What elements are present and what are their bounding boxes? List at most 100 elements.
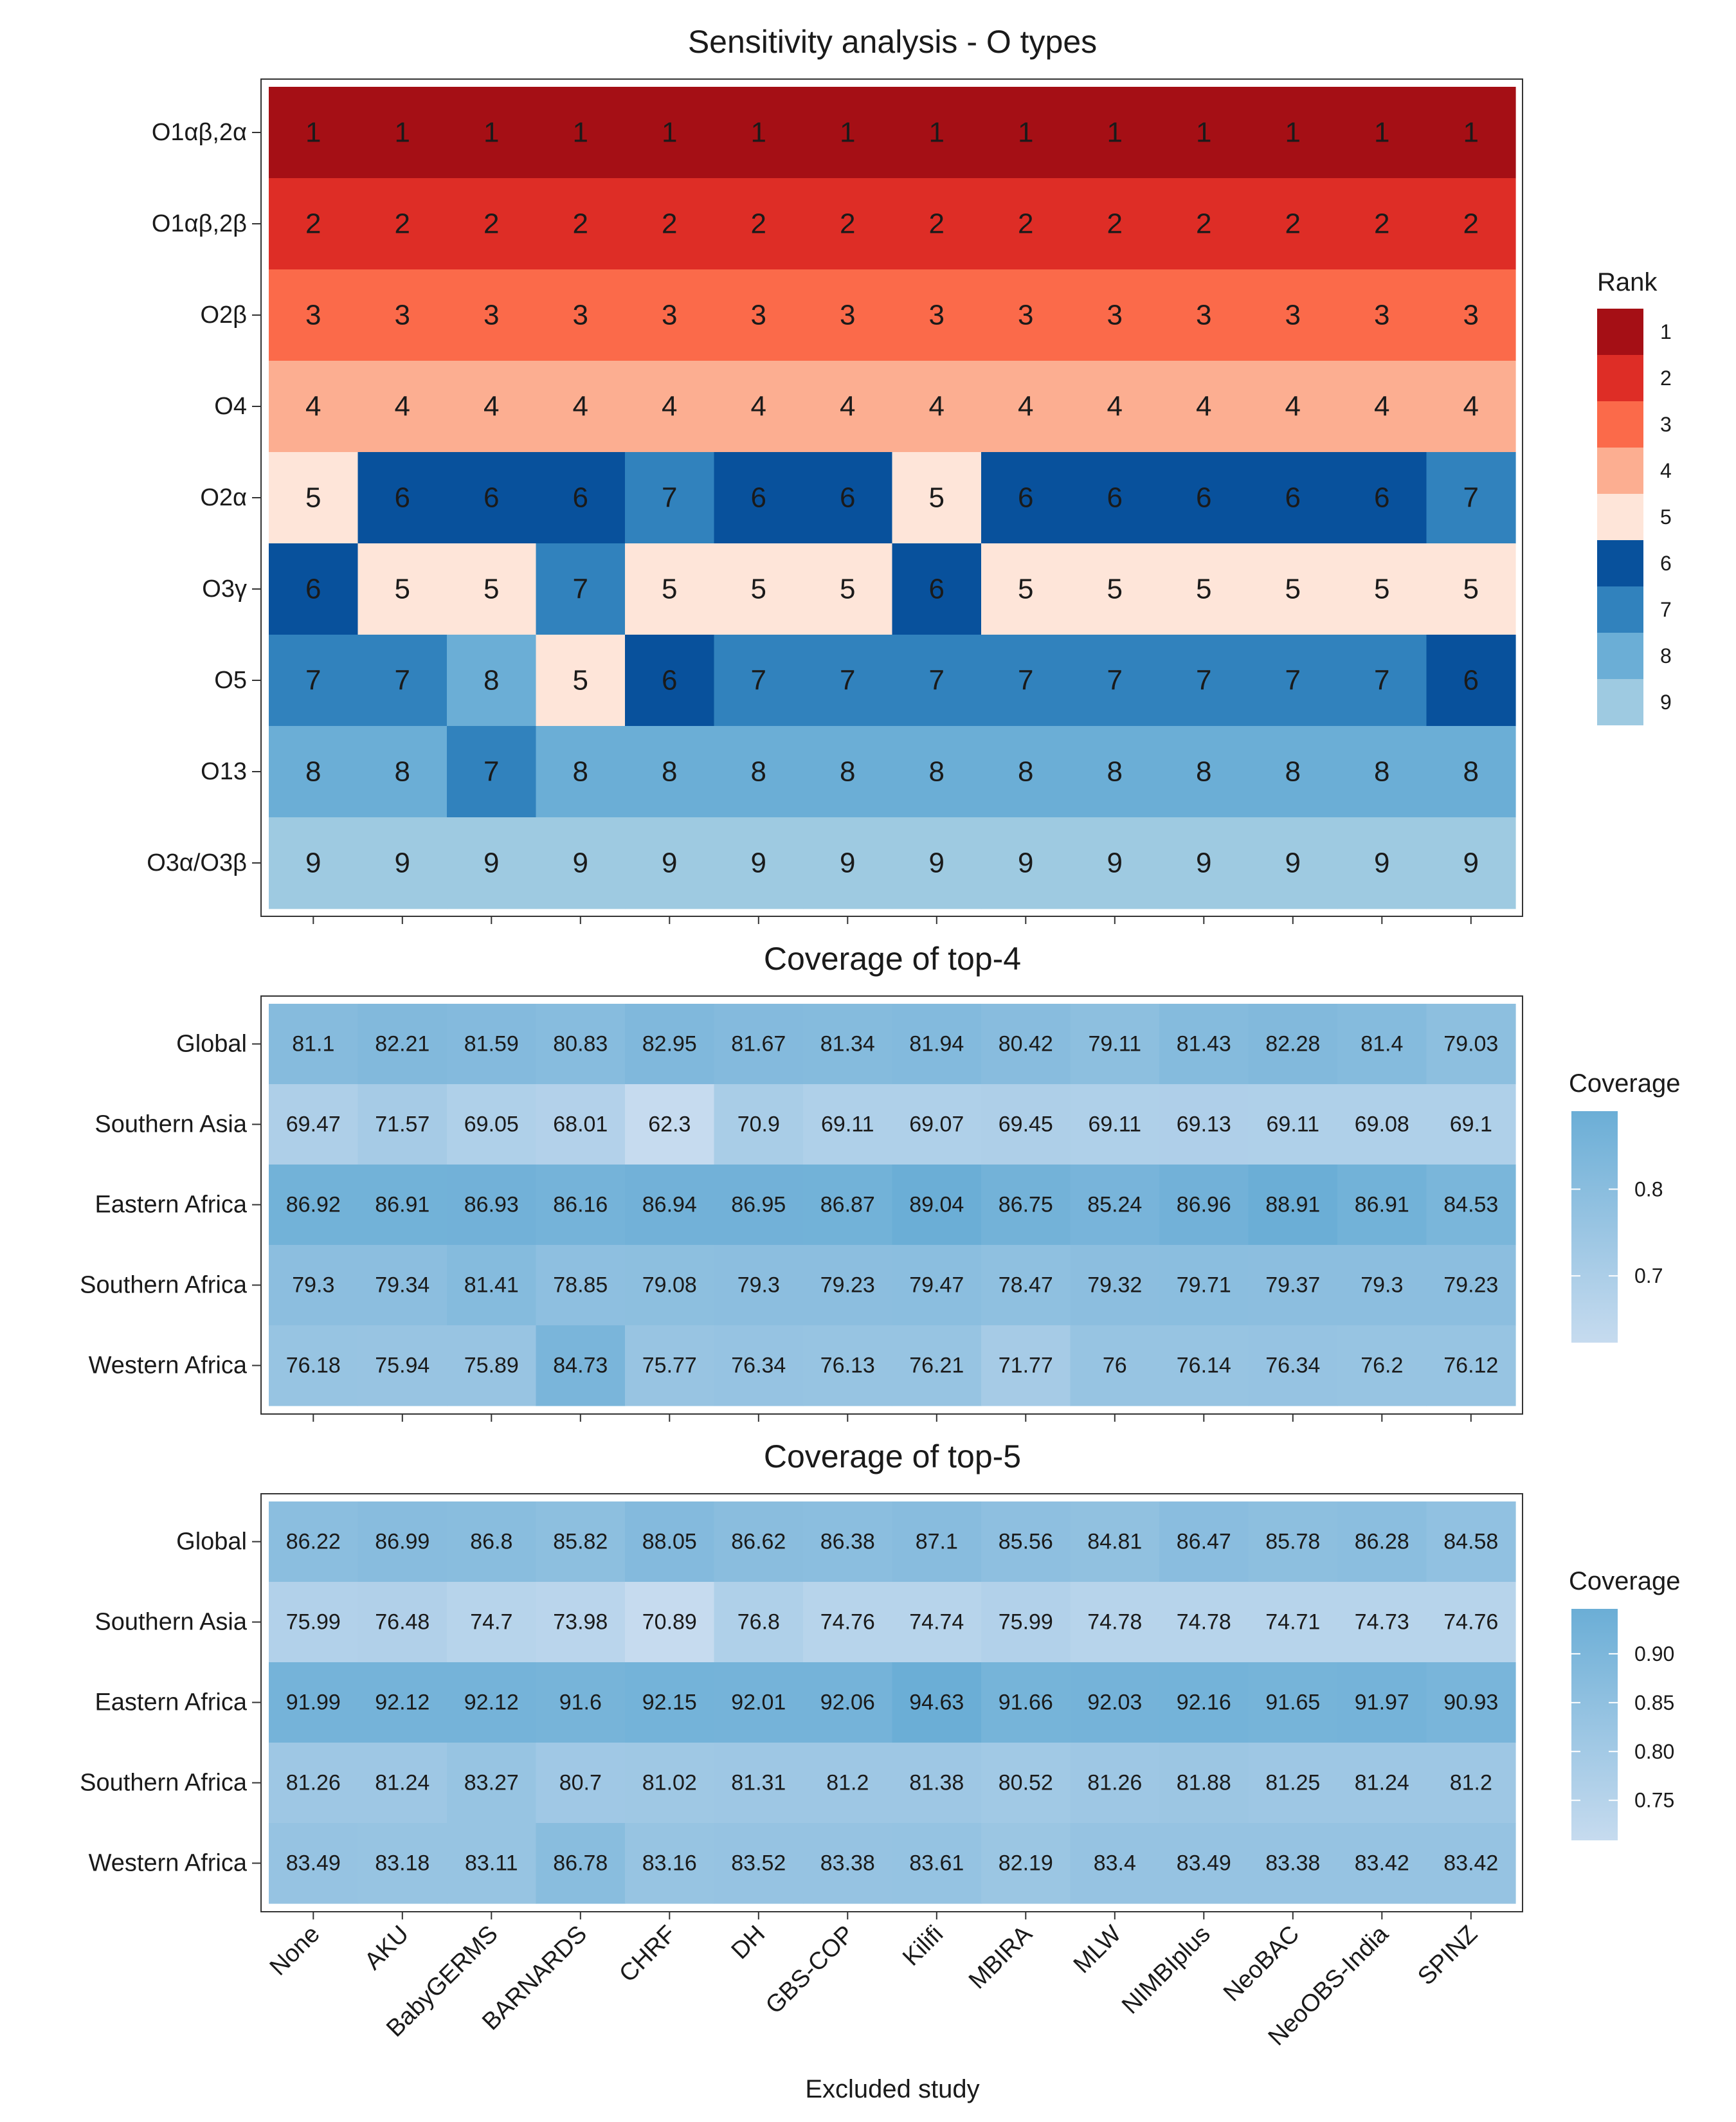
heatmap-cell [536, 178, 626, 270]
cell-value-label: 1 [305, 117, 321, 149]
heatmap-cell [269, 1501, 359, 1582]
panel-top4-title: Coverage of top-4 [764, 941, 1021, 977]
cell-value-label: 9 [662, 848, 677, 879]
cell-value-label: 70.89 [642, 1610, 697, 1635]
cell-value-label: 79.34 [375, 1273, 429, 1298]
cell-value-label: 81.94 [909, 1032, 964, 1056]
cell-value-label: 85.24 [1087, 1193, 1142, 1217]
cell-value-label: 83.42 [1443, 1851, 1498, 1876]
heatmap-cell [1070, 543, 1160, 635]
cell-value-label: 91.6 [559, 1691, 602, 1715]
cell-value-label: 92.03 [1087, 1691, 1142, 1715]
cell-value-label: 1 [662, 117, 677, 149]
cell-value-label: 3 [751, 300, 766, 331]
heatmap-cell [803, 1823, 893, 1904]
heatmap-cell [536, 726, 626, 818]
y-tick-label: O2β [200, 302, 247, 329]
cell-value-label: 3 [929, 300, 945, 331]
heatmap-cell [269, 1582, 359, 1663]
heatmap-cell [357, 635, 448, 727]
heatmap-cell [1159, 726, 1249, 818]
heatmap-cell [714, 1501, 804, 1582]
legend-swatch [1597, 633, 1643, 679]
heatmap-cell [714, 452, 804, 544]
cell-value-label: 3 [1196, 300, 1211, 331]
heatmap-cell [892, 635, 982, 727]
cell-value-label: 75.99 [286, 1610, 341, 1635]
heatmap-cell [1337, 1823, 1427, 1904]
heatmap-cell [1337, 543, 1427, 635]
heatmap-cell [1070, 452, 1160, 544]
cell-value-label: 4 [1374, 391, 1389, 422]
heatmap-cell [447, 1004, 537, 1085]
heatmap-cell [1426, 1084, 1516, 1165]
cell-value-label: 6 [1196, 482, 1211, 514]
heatmap-cell [714, 817, 804, 909]
cell-value-label: 3 [662, 300, 677, 331]
heatmap-cell [981, 543, 1071, 635]
heatmap-cell [1070, 817, 1160, 909]
heatmap-cell [447, 1325, 537, 1406]
cell-value-label: 6 [662, 665, 677, 696]
cell-value-label: 1 [573, 117, 588, 149]
heatmap-cell [447, 1501, 537, 1582]
heatmap-cell [536, 269, 626, 361]
y-tick-label: O1αβ,2β [152, 210, 247, 237]
cell-value-label: 8 [1107, 756, 1123, 788]
heatmap-cell [803, 1245, 893, 1326]
heatmap-cell [357, 269, 448, 361]
heatmap-cell [981, 269, 1071, 361]
heatmap-cell [625, 1582, 715, 1663]
heatmap-cell [1070, 1325, 1160, 1406]
cell-value-label: 8 [573, 756, 588, 788]
cell-value-label: 6 [305, 574, 321, 605]
heatmap-cell [269, 361, 359, 453]
heatmap-cell [1159, 269, 1249, 361]
heatmap-cell [803, 452, 893, 544]
cell-value-label: 7 [751, 665, 766, 696]
cell-value-label: 79.3 [292, 1273, 334, 1298]
cell-value-label: 3 [1018, 300, 1033, 331]
cell-value-label: 75.77 [642, 1354, 697, 1378]
heatmap-cell [447, 1084, 537, 1165]
heatmap-cell [357, 1084, 448, 1165]
heatmap-cell [1159, 361, 1249, 453]
heatmap-cell [1248, 361, 1338, 453]
heatmap-cell [1159, 817, 1249, 909]
heatmap-cell [892, 817, 982, 909]
legend-label: 3 [1660, 413, 1672, 436]
cell-value-label: 7 [1463, 482, 1479, 514]
cell-value-label: 2 [840, 208, 855, 240]
cell-value-label: 3 [1107, 300, 1123, 331]
heatmap-cell [1159, 1004, 1249, 1085]
heatmap-cell [892, 87, 982, 179]
heatmap-cell [981, 1325, 1071, 1406]
heatmap-cell [803, 361, 893, 453]
cell-value-label: 5 [395, 574, 410, 605]
heatmap-cell [892, 1245, 982, 1326]
cell-value-label: 8 [1196, 756, 1211, 788]
cell-value-label: 9 [1018, 848, 1033, 879]
cell-value-label: 69.07 [909, 1112, 964, 1137]
cell-value-label: 91.97 [1355, 1691, 1409, 1715]
cell-value-label: 2 [929, 208, 945, 240]
cell-value-label: 8 [662, 756, 677, 788]
cell-value-label: 79.11 [1089, 1032, 1142, 1056]
cell-value-label: 76.34 [1265, 1354, 1320, 1378]
heatmap-cell [714, 635, 804, 727]
panel-top5: Coverage of top-5 86.22 86.99 86.8 85.82 88.… [80, 1438, 1680, 1919]
y-tick-label: Global [176, 1031, 247, 1058]
heatmap-cell [1070, 1004, 1160, 1085]
cell-value-label: 80.42 [999, 1032, 1053, 1056]
cell-value-label: 78.47 [999, 1273, 1053, 1298]
cell-value-label: 79.23 [1443, 1273, 1498, 1298]
top5-legend-title: Coverage [1569, 1567, 1680, 1595]
cell-value-label: 83.49 [1177, 1851, 1231, 1876]
heatmap-cell [1070, 1165, 1160, 1246]
heatmap-cell [803, 635, 893, 727]
cell-value-label: 4 [1018, 391, 1033, 422]
heatmap-cell [447, 361, 537, 453]
heatmap-cell [536, 543, 626, 635]
heatmap-cell [357, 1823, 448, 1904]
